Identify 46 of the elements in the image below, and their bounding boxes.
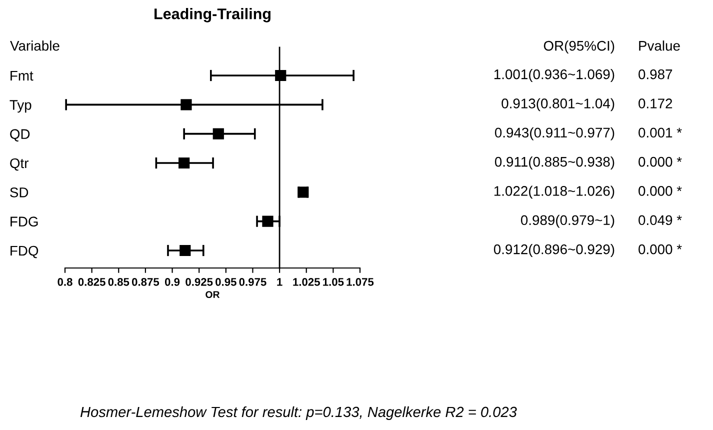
text: 0.000 * — [638, 186, 682, 196]
text: Hosmer-Lemeshow Test for result: p=0.133, Nagelkerke R2 = 0.023 — [80, 406, 517, 420]
x-tick-label: 1.025 — [293, 278, 320, 286]
x-tick-label: 1 — [277, 278, 282, 286]
x-tick-label: 0.875 — [132, 278, 160, 286]
point — [275, 70, 286, 82]
text: 0.049 * — [638, 215, 682, 226]
x-tick-label: 0.975 — [239, 278, 266, 286]
point — [298, 186, 309, 198]
x-tick-label: 1.075 — [346, 278, 374, 286]
x-tick-label: 0.9 — [164, 278, 180, 286]
x-tick-label: 0.8 — [58, 278, 72, 286]
point — [262, 216, 274, 227]
text: Pvalue — [639, 40, 680, 51]
y-tick-label: FDG — [10, 216, 38, 227]
point — [212, 128, 224, 140]
x-axis-title: OR — [206, 291, 220, 298]
y-axis-title: Variable — [10, 40, 60, 51]
x-tick-label: 0.85 — [108, 278, 130, 286]
chart-title: Leading-Trailing — [154, 8, 270, 22]
y-tick-label: Typ — [10, 100, 32, 113]
y-tick-label: Fmt — [10, 70, 34, 81]
x-tick-label: 1.05 — [323, 278, 344, 286]
y-tick-label: Qtr — [10, 158, 28, 171]
y-tick-label: QD — [10, 129, 30, 142]
point — [178, 157, 190, 169]
data-label: 0.943(0.911~0.977) — [494, 127, 614, 140]
y-tick-label: FDQ — [10, 246, 38, 258]
text: OR(95%CI) — [544, 40, 614, 54]
point — [180, 99, 192, 110]
data-label: 0.911(0.885~0.938) — [494, 156, 614, 170]
point — [180, 244, 191, 256]
x-tick-label: 0.95 — [216, 278, 236, 286]
data-label: 0.912(0.896~0.929) — [494, 244, 614, 257]
text: 0.172 — [638, 98, 672, 108]
data-label: 1.001(0.936~1.069) — [494, 69, 614, 82]
data-label: 0.913(0.801~1.04) — [502, 98, 614, 112]
x-tick-label: 0.825 — [78, 278, 106, 286]
x-tick-label: 0.925 — [186, 278, 213, 286]
data-label: 0.989(0.979~1) — [520, 214, 614, 228]
text: 0.001 * — [638, 128, 682, 138]
text: 0.987 — [638, 69, 672, 80]
y-tick-label: SD — [10, 188, 28, 198]
text: 0.000 * — [638, 244, 682, 254]
text: 0.000 * — [638, 156, 682, 167]
data-label: 1.022(1.018~1.026) — [494, 186, 614, 199]
